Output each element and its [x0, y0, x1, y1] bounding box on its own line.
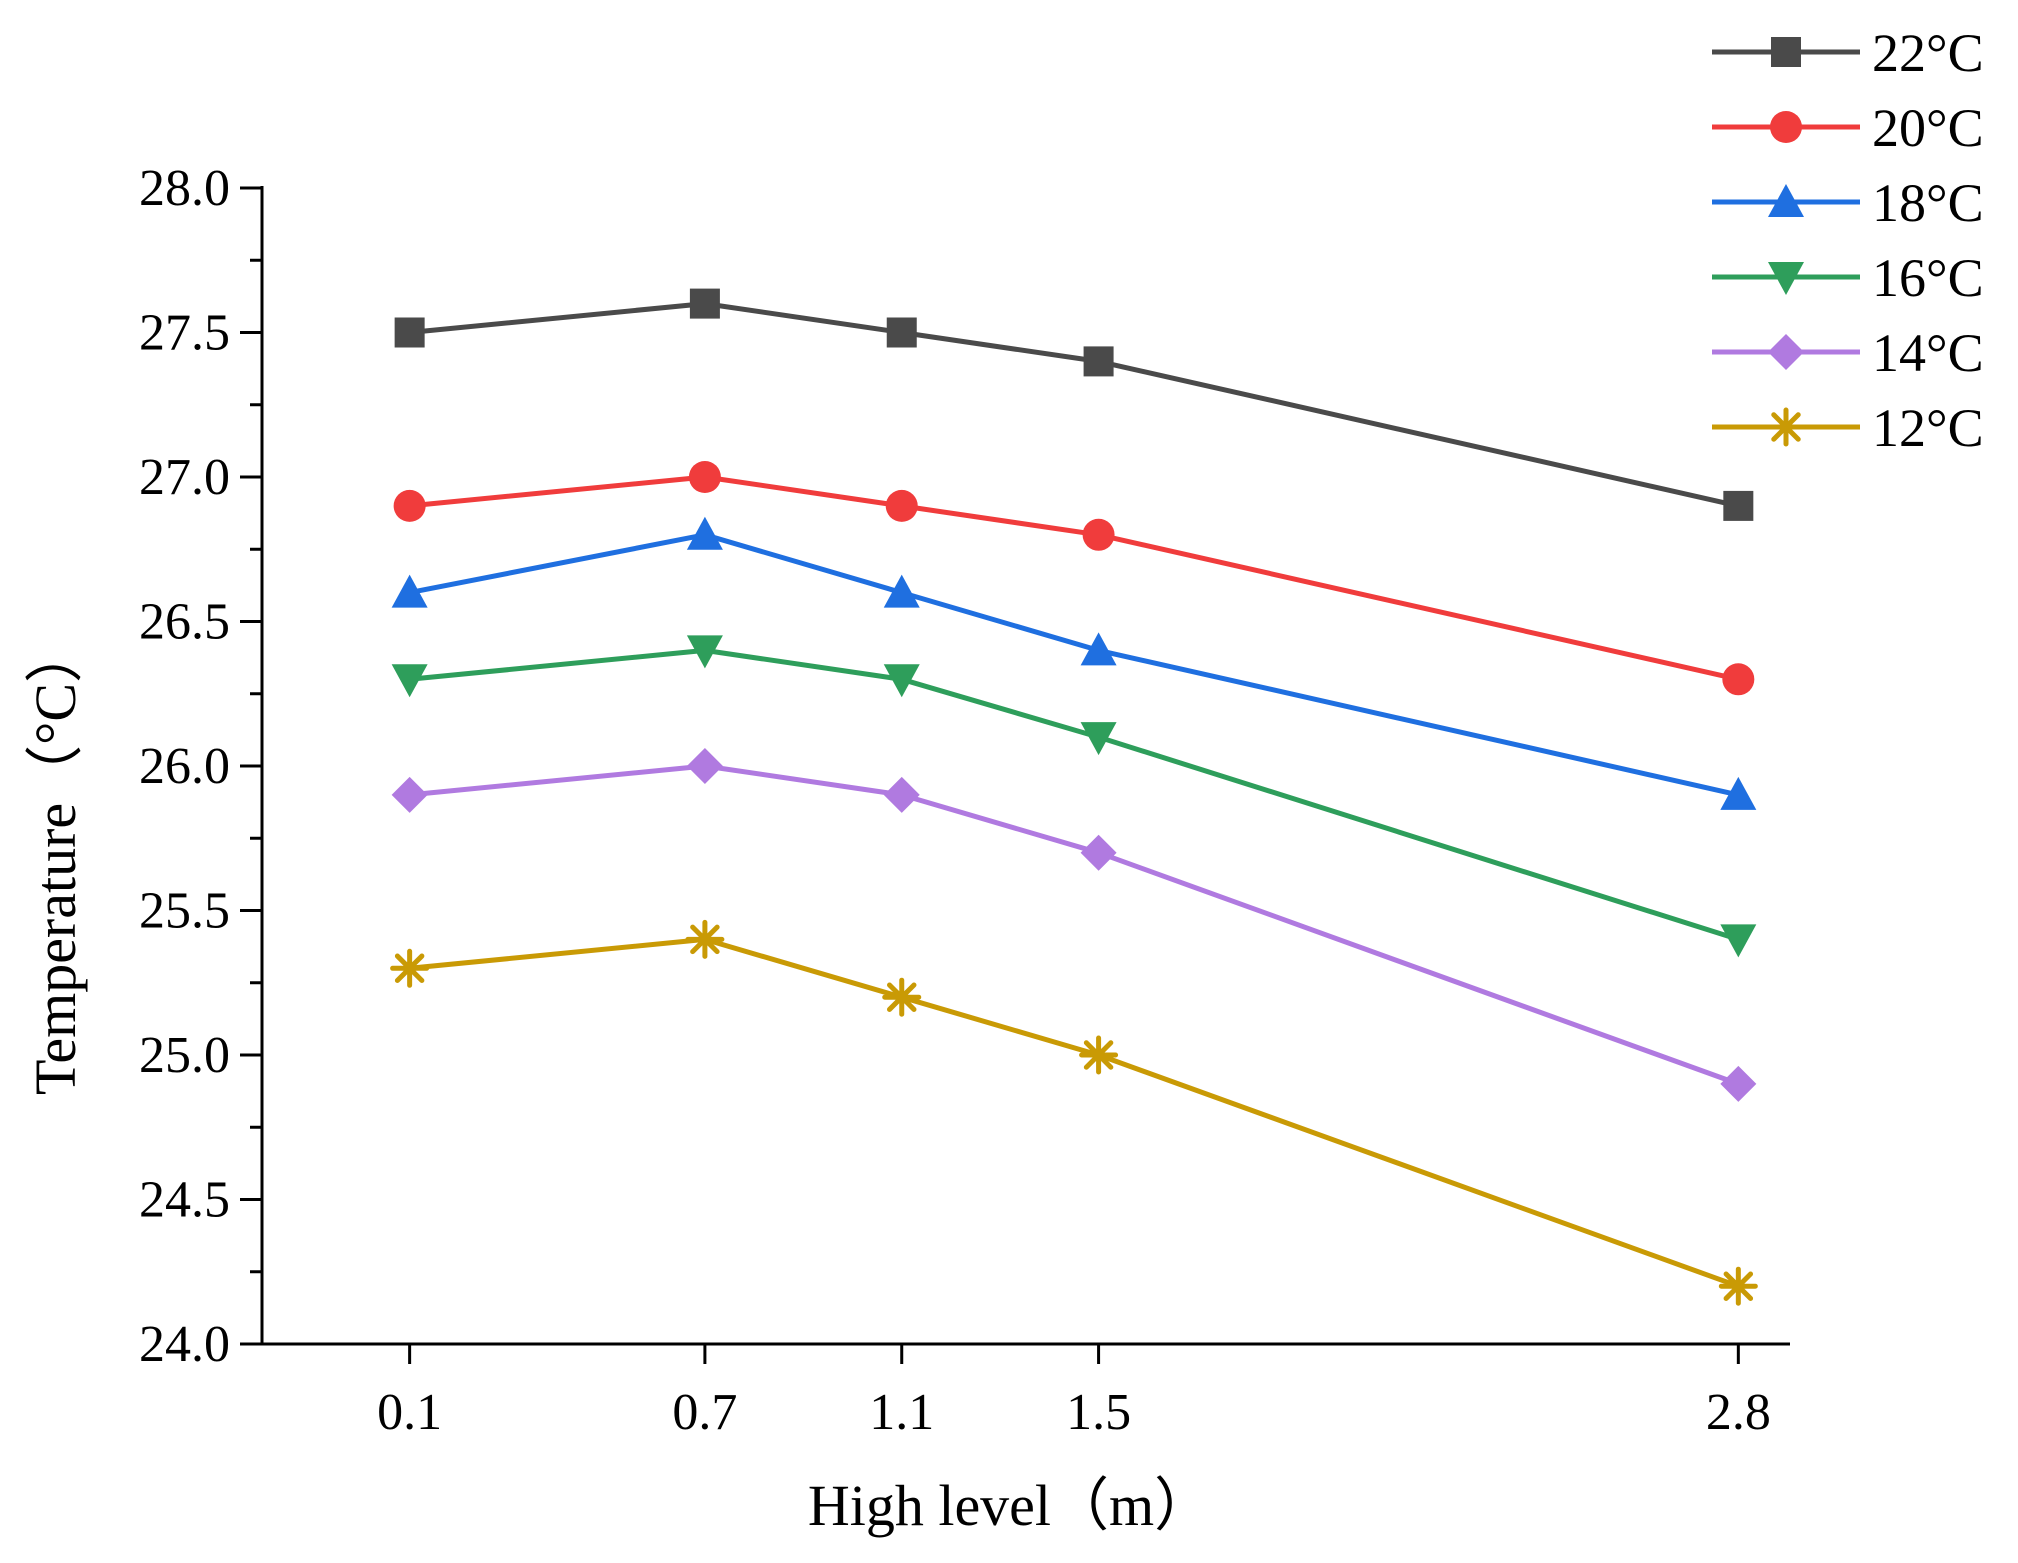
- data-point-22c-2: [886, 317, 917, 348]
- data-point-22c-4: [1723, 490, 1754, 521]
- series-line-18c: [409, 532, 1739, 798]
- x-tick-label: 1.5: [1066, 1384, 1131, 1441]
- data-point-20c-1: [688, 461, 721, 493]
- series-22c: [394, 288, 1754, 521]
- legend-entry-20c: 20°C: [1712, 98, 1984, 158]
- data-point-18c-2: [883, 574, 920, 608]
- y-tick-label: 25.0: [139, 1027, 230, 1084]
- data-point-20c-3: [1082, 518, 1115, 551]
- data-point-18c-0: [391, 574, 428, 608]
- data-point-12c-4: [1718, 1266, 1758, 1306]
- legend-marker-16c: [1768, 262, 1804, 295]
- data-point-18c-4: [1720, 776, 1757, 810]
- data-point-12c-3: [1079, 1035, 1119, 1075]
- legend-marker-12c: [1766, 407, 1806, 447]
- legend-entry-18c: 18°C: [1712, 173, 1984, 233]
- y-tick-label: 27.5: [139, 305, 230, 362]
- data-point-16c-3: [1080, 722, 1117, 756]
- data-point-20c-2: [885, 489, 918, 522]
- y-tick-label: 28.0: [139, 160, 230, 217]
- x-tick-label: 1.1: [869, 1384, 934, 1441]
- data-point-14c-3: [1080, 834, 1117, 871]
- data-point-18c-1: [686, 516, 723, 550]
- legend-entry-12c: 12°C: [1712, 398, 1984, 458]
- legend-entry-16c: 16°C: [1712, 248, 1984, 308]
- series-12c: [390, 919, 1758, 1306]
- data-point-16c-4: [1720, 924, 1757, 958]
- series-layer: [390, 288, 1758, 1306]
- y-tick-label: 24.5: [139, 1172, 230, 1229]
- series-line-22c: [409, 301, 1739, 509]
- legend-label-16c: 16°C: [1872, 248, 1984, 308]
- data-point-16c-0: [391, 664, 428, 698]
- axes: 24.0 24.5 25.0 25.5 26.0 26.5 27.0 27.5 28.0 0.1 0…: [139, 160, 1790, 1441]
- data-point-22c-3: [1083, 346, 1114, 377]
- y-tick-label: 27.0: [139, 449, 230, 506]
- legend-marker-14c: [1768, 334, 1804, 370]
- data-point-22c-1: [689, 288, 720, 319]
- series-line-20c: [409, 474, 1739, 682]
- legend-entry-14c: 14°C: [1712, 323, 1984, 383]
- legend: 22°C 20°C 18°C 16°C 14°C 12°C: [1712, 23, 1984, 458]
- legend-marker-20c: [1770, 111, 1802, 143]
- data-point-20c-4: [1722, 663, 1755, 696]
- x-axis-title: High level（m）: [808, 1473, 1212, 1538]
- data-point-14c-2: [883, 776, 920, 813]
- legend-marker-18c: [1768, 184, 1804, 217]
- data-point-16c-2: [883, 664, 920, 698]
- series-line-12c: [409, 936, 1740, 1289]
- data-point-14c-1: [686, 748, 723, 784]
- x-tick-label: 0.7: [672, 1384, 737, 1441]
- y-tick-label: 26.0: [139, 738, 230, 795]
- data-point-16c-1: [686, 635, 723, 669]
- data-point-22c-0: [394, 317, 425, 348]
- series-line-16c: [409, 647, 1740, 942]
- series-20c: [393, 461, 1755, 696]
- legend-label-20c: 20°C: [1872, 98, 1984, 158]
- y-tick-label: 26.5: [139, 594, 230, 651]
- y-tick-label: 25.5: [139, 883, 230, 940]
- data-point-14c-0: [391, 776, 428, 813]
- y-axis-title: Temperature（°C）: [23, 625, 88, 1095]
- y-tick-label: 24.0: [139, 1316, 230, 1373]
- x-tick-label: 0.1: [377, 1384, 442, 1441]
- series-14c: [391, 748, 1757, 1102]
- legend-label-14c: 14°C: [1872, 323, 1984, 383]
- data-point-12c-0: [390, 948, 430, 988]
- legend-entry-22c: 22°C: [1712, 23, 1984, 83]
- legend-label-12c: 12°C: [1872, 398, 1984, 458]
- data-point-12c-2: [882, 977, 922, 1017]
- x-tick-label: 2.8: [1706, 1384, 1771, 1441]
- data-point-20c-0: [393, 489, 426, 522]
- data-point-12c-1: [685, 919, 725, 959]
- series-line-14c: [409, 763, 1740, 1087]
- legend-label-18c: 18°C: [1872, 173, 1984, 233]
- legend-marker-22c: [1771, 37, 1801, 67]
- data-point-18c-3: [1080, 632, 1117, 666]
- series-16c: [391, 635, 1757, 958]
- series-18c: [391, 516, 1757, 810]
- data-point-14c-4: [1720, 1065, 1757, 1102]
- legend-label-22c: 22°C: [1872, 23, 1984, 83]
